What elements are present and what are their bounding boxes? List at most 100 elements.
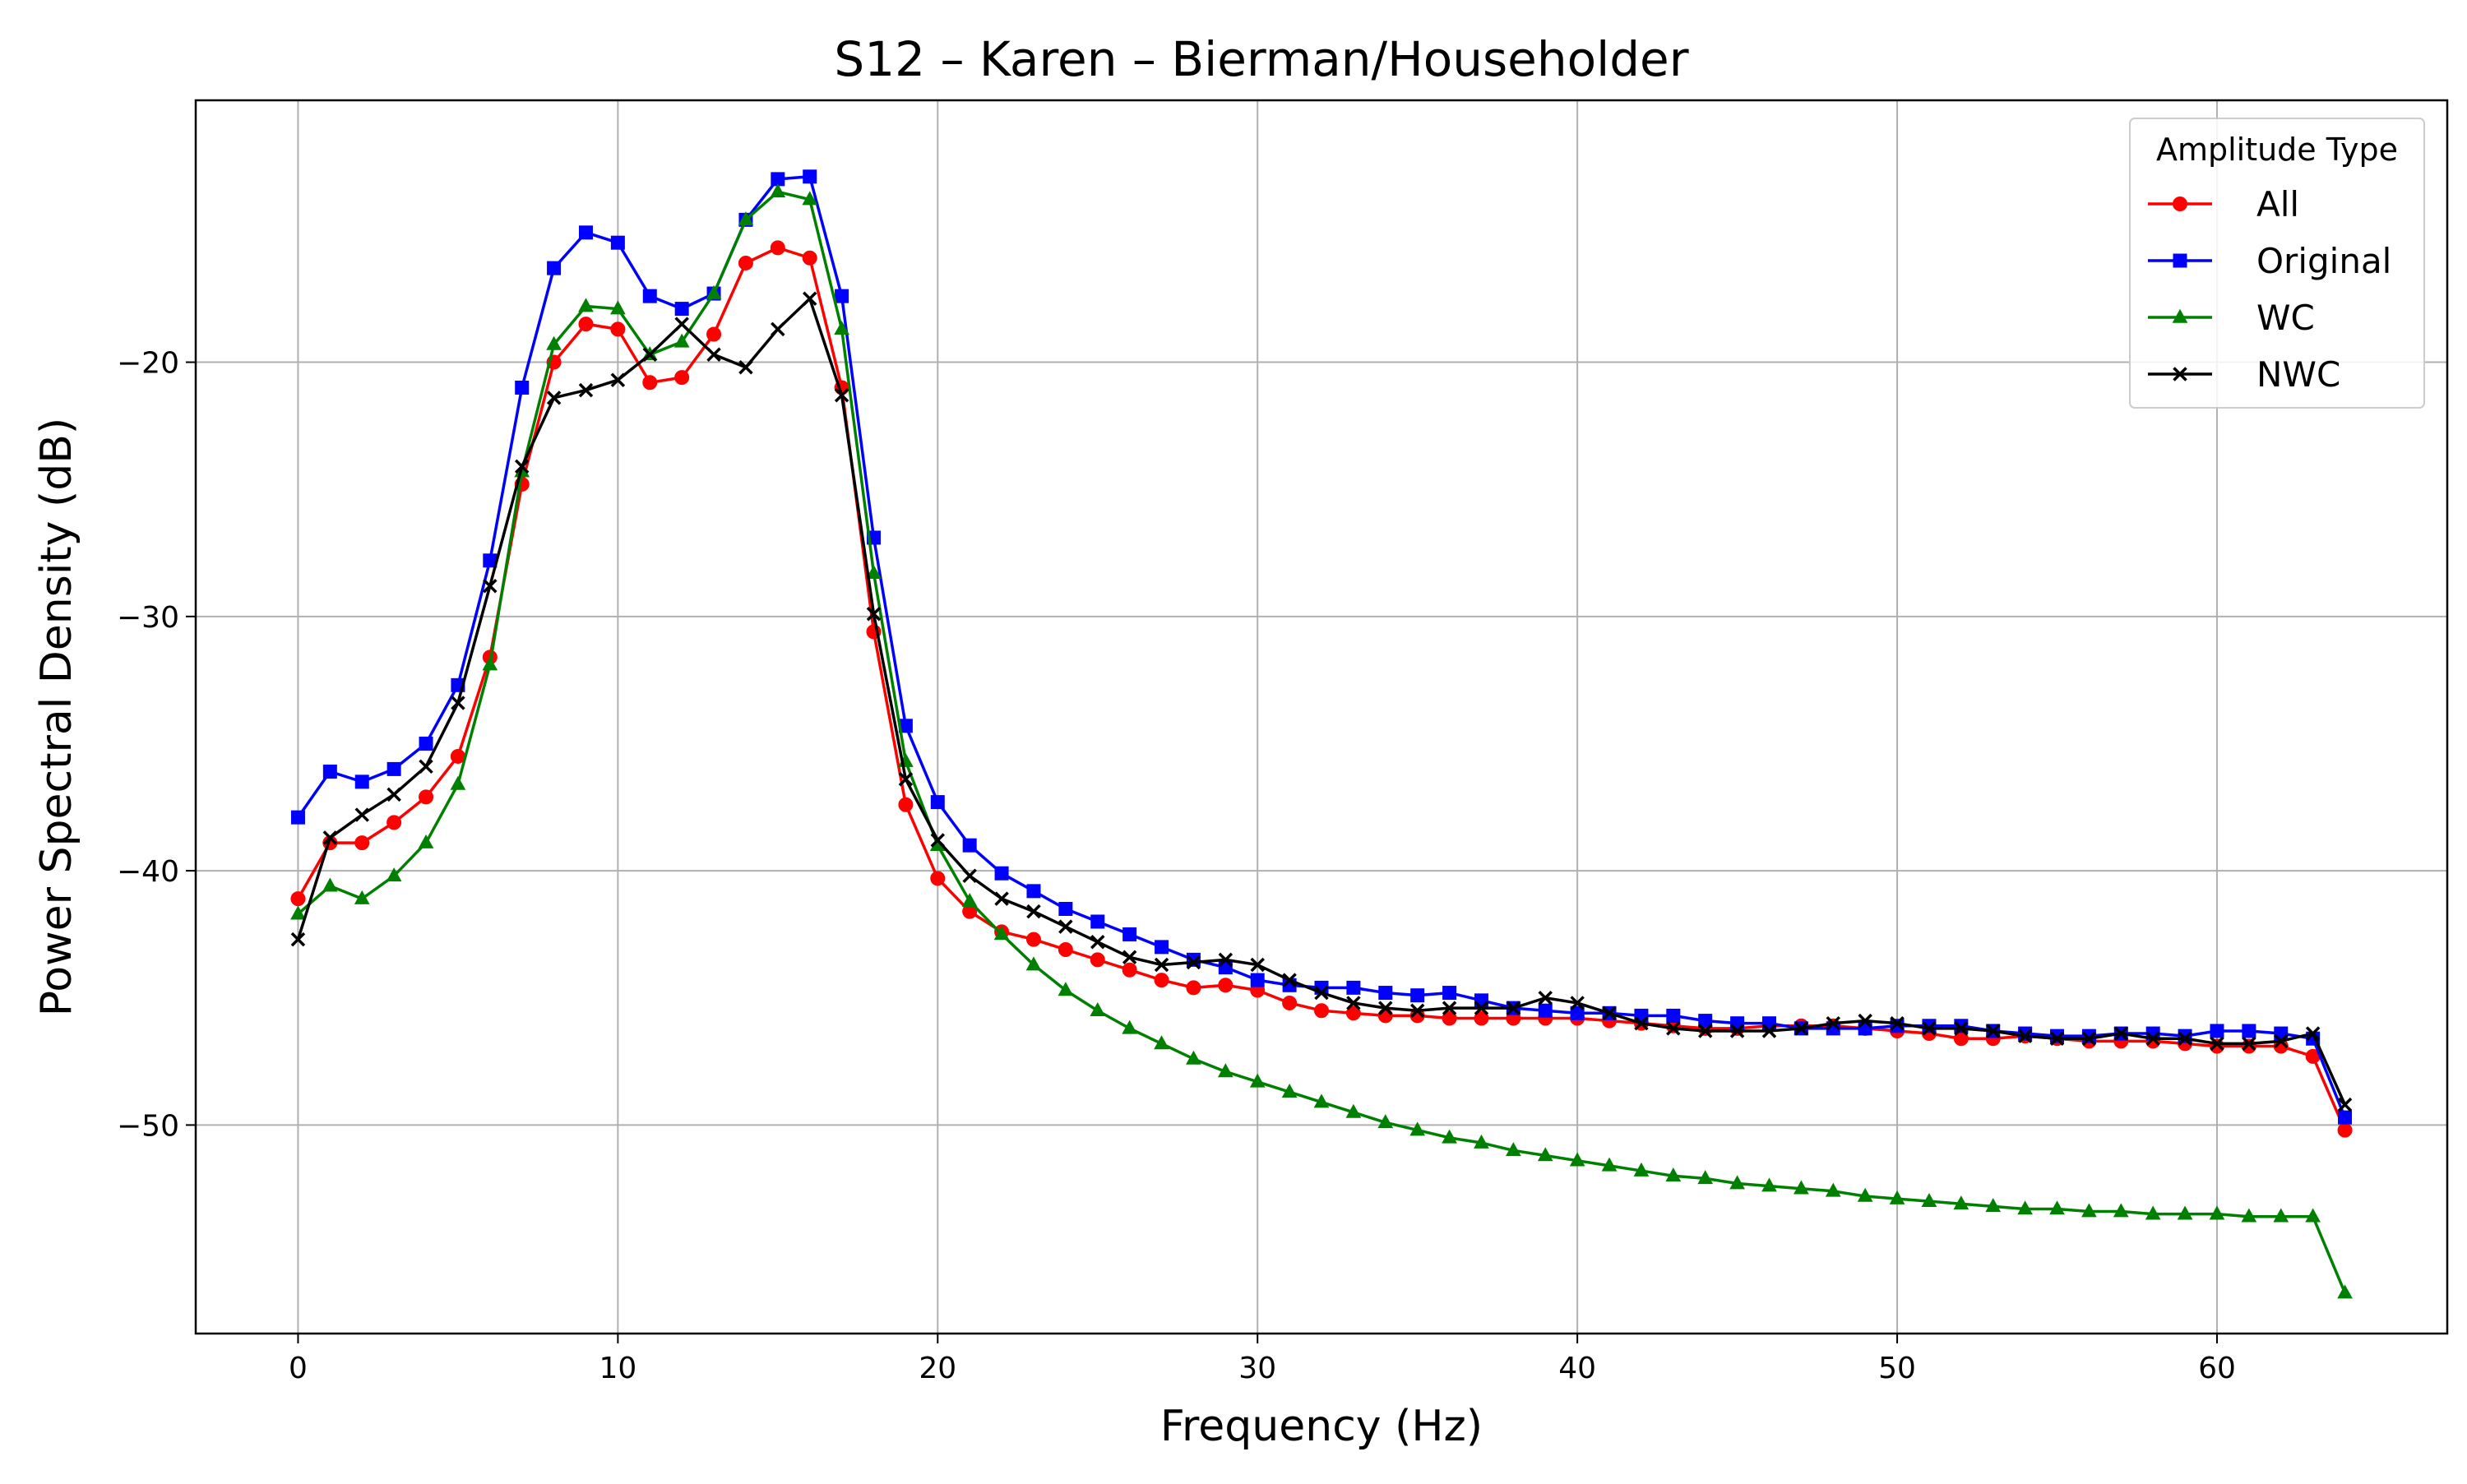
plot-frame bbox=[194, 99, 2449, 1335]
legend-item-original: Original bbox=[2148, 241, 2391, 281]
data-point-all bbox=[1186, 980, 1201, 996]
x-axis-label: Frequency (Hz) bbox=[1160, 1402, 1483, 1451]
data-point-wc bbox=[2049, 1200, 2065, 1215]
data-point-nwc bbox=[1634, 1015, 1649, 1031]
data-point-original bbox=[835, 289, 849, 303]
data-point-all bbox=[642, 375, 658, 391]
data-point-wc bbox=[546, 335, 562, 350]
data-point-wc bbox=[354, 890, 370, 904]
data-point-original bbox=[1442, 986, 1457, 1001]
data-point-nwc bbox=[1250, 957, 1265, 973]
legend-label-wc: WC bbox=[2256, 298, 2315, 338]
data-point-wc bbox=[1665, 1167, 1682, 1182]
data-point-original bbox=[2274, 1026, 2289, 1041]
data-point-wc bbox=[2113, 1203, 2129, 1218]
data-point-nwc bbox=[546, 391, 562, 405]
data-point-all bbox=[1122, 962, 1137, 978]
data-point-all bbox=[1377, 1008, 1393, 1024]
data-point-wc bbox=[2337, 1284, 2353, 1299]
data-point-nwc bbox=[802, 291, 817, 306]
data-point-wc bbox=[418, 834, 434, 848]
data-point-nwc bbox=[1122, 950, 1137, 965]
legend-label-all: All bbox=[2256, 184, 2299, 224]
data-point-all bbox=[802, 250, 817, 266]
data-point-all bbox=[386, 815, 402, 830]
legend-item-nwc: NWC bbox=[2148, 354, 2340, 395]
data-point-nwc bbox=[2113, 1026, 2129, 1041]
series-lines bbox=[290, 169, 2353, 1299]
data-point-original bbox=[1858, 1021, 1872, 1036]
data-point-nwc bbox=[1186, 955, 1201, 970]
data-point-nwc bbox=[1378, 1001, 1393, 1015]
data-point-wc bbox=[1953, 1195, 1969, 1210]
data-point-nwc bbox=[1858, 1013, 1872, 1029]
data-point-wc bbox=[2273, 1208, 2289, 1223]
data-point-wc bbox=[1761, 1177, 1777, 1192]
data-point-wc bbox=[1921, 1192, 1937, 1207]
data-point-nwc bbox=[2305, 1026, 2321, 1041]
data-point-wc bbox=[1217, 1063, 1234, 1078]
data-point-wc bbox=[1794, 1180, 1809, 1195]
data-point-original bbox=[1026, 884, 1041, 899]
data-point-wc bbox=[1154, 1035, 1169, 1050]
data-point-wc bbox=[1442, 1129, 1457, 1144]
data-point-original bbox=[1155, 940, 1169, 955]
data-point-nwc bbox=[1154, 957, 1169, 973]
data-point-original bbox=[290, 810, 305, 825]
data-point-wc bbox=[1985, 1198, 2002, 1213]
data-point-original bbox=[610, 235, 625, 250]
data-point-all bbox=[674, 370, 690, 386]
data-point-wc bbox=[1409, 1121, 1426, 1136]
data-point-nwc bbox=[1697, 1024, 1713, 1038]
data-point-nwc bbox=[483, 578, 498, 594]
data-point-original bbox=[1378, 986, 1393, 1001]
data-point-original bbox=[2018, 1026, 2033, 1041]
data-point-wc bbox=[1313, 1093, 1330, 1108]
data-point-all bbox=[930, 871, 946, 886]
data-point-all bbox=[419, 789, 434, 805]
data-point-all bbox=[2209, 1038, 2224, 1054]
data-point-wc bbox=[2017, 1200, 2033, 1215]
data-point-all bbox=[1314, 1003, 1329, 1019]
data-point-wc bbox=[2305, 1208, 2321, 1223]
data-point-original bbox=[2338, 1110, 2353, 1125]
data-point-nwc bbox=[1985, 1024, 2001, 1038]
data-point-nwc bbox=[514, 459, 530, 474]
y-tick-label: −50 bbox=[117, 1109, 179, 1143]
data-point-wc bbox=[706, 284, 722, 299]
data-point-wc bbox=[1601, 1157, 1618, 1172]
data-point-wc bbox=[450, 775, 466, 790]
data-point-wc bbox=[482, 656, 498, 671]
data-point-nwc bbox=[1314, 985, 1329, 1001]
data-point-wc bbox=[2145, 1205, 2161, 1220]
data-point-original bbox=[354, 774, 369, 789]
data-point-wc bbox=[1857, 1187, 1873, 1202]
data-point-original bbox=[1954, 1019, 1969, 1033]
data-point-original bbox=[2242, 1024, 2256, 1038]
data-point-original bbox=[2210, 1024, 2224, 1038]
data-point-nwc bbox=[2049, 1031, 2065, 1046]
data-point-nwc bbox=[1570, 996, 1585, 1010]
data-point-wc bbox=[1025, 956, 1042, 971]
data-point-original bbox=[1538, 1003, 1553, 1018]
data-point-nwc bbox=[1666, 1021, 1681, 1036]
data-point-wc bbox=[1186, 1050, 1201, 1065]
data-point-original bbox=[2178, 1029, 2192, 1043]
data-point-original bbox=[1890, 1019, 1905, 1033]
data-point-nwc bbox=[322, 830, 338, 845]
chart-title: S12 – Karen – Bierman/Householder bbox=[834, 31, 1688, 87]
legend-item-wc: WC bbox=[2148, 298, 2315, 338]
data-point-wc bbox=[1569, 1152, 1585, 1167]
data-point-wc bbox=[993, 926, 1010, 941]
data-point-all bbox=[1154, 973, 1169, 988]
data-point-original bbox=[803, 169, 817, 184]
data-point-all bbox=[290, 891, 306, 907]
data-point-nwc bbox=[354, 807, 369, 822]
data-point-wc bbox=[1058, 982, 1074, 996]
data-point-original bbox=[578, 225, 593, 240]
data-point-original bbox=[898, 719, 913, 733]
data-point-wc bbox=[1474, 1134, 1489, 1149]
data-point-nwc bbox=[2178, 1031, 2192, 1046]
data-point-nwc bbox=[2242, 1036, 2256, 1052]
data-point-nwc bbox=[1474, 1001, 1489, 1015]
